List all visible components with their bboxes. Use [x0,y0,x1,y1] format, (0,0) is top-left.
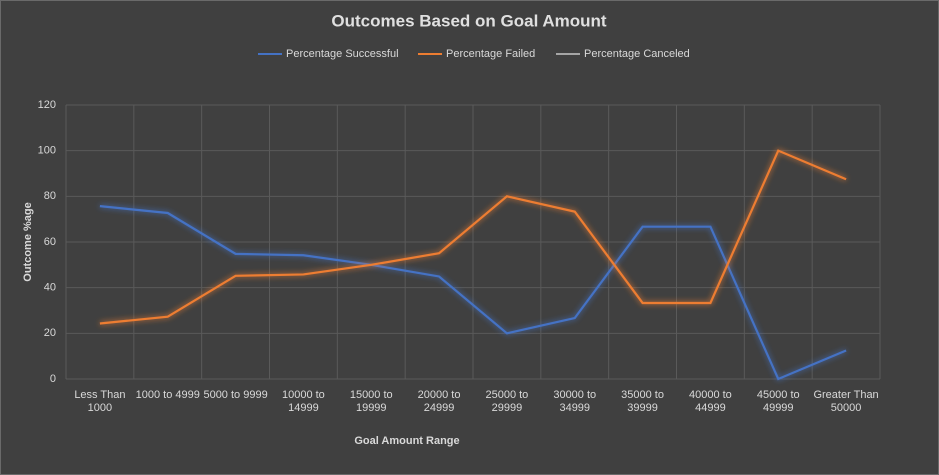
y-tick-label: 40 [44,282,56,294]
x-tick-label: 35000 to 39999 [621,389,664,414]
x-tick-label: 30000 to 34999 [553,389,597,414]
y-tick-label: 100 [38,145,56,157]
x-tick-label: 10000 to 14999 [281,389,325,414]
y-tick-label: 20 [44,327,56,339]
x-tick-label: Less Than 1000 [74,389,126,414]
y-tick-label: 0 [50,373,56,385]
x-tick-label: 5000 to 9999 [203,389,268,401]
x-tick-label: 40000 to 44999 [688,389,732,414]
legend-label: Percentage Canceled [584,48,690,60]
x-tick-label: 45000 to 49999 [756,389,800,414]
series-line [99,205,847,381]
y-tick-label: 80 [44,190,56,202]
x-tick-label: 1000 to 4999 [135,389,200,401]
chart-title: Outcomes Based on Goal Amount [331,11,607,30]
x-tick-label: 15000 to 19999 [349,389,393,414]
series-line [99,149,847,325]
legend-label: Percentage Failed [446,48,535,60]
x-tick-label: 25000 to 29999 [485,389,529,414]
y-axis-title: Outcome %age [22,202,34,281]
legend-label: Percentage Successful [286,48,399,60]
y-tick-label: 120 [38,99,56,111]
x-tick-label: Greater Than 50000 [813,389,879,414]
y-tick-label: 60 [44,236,56,248]
x-axis-title: Goal Amount Range [354,435,459,447]
x-tick-label: 20000 to 24999 [417,389,461,414]
